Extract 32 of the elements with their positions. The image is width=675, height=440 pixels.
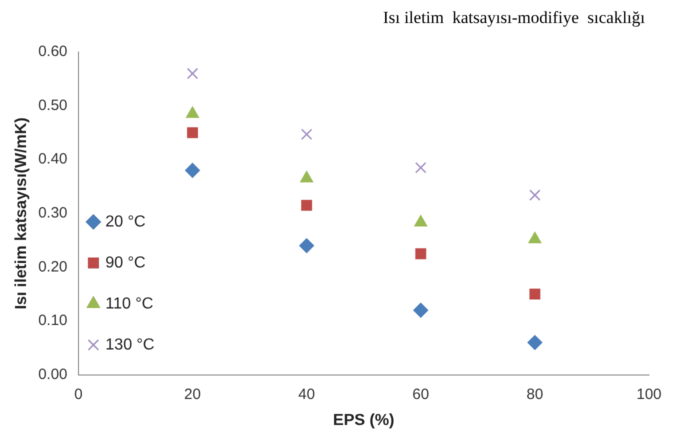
point: [415, 162, 426, 174]
x-axis-title: EPS (%): [333, 412, 394, 429]
x-tick-label: 0: [74, 386, 83, 403]
y-axis-title: Isı iletim katsayısı(W/mK): [13, 117, 30, 310]
x-tick-label: 40: [298, 386, 315, 403]
point: [527, 335, 542, 350]
y-tick-label: 0.30: [38, 204, 68, 222]
legend-label: 90 °C: [105, 254, 146, 272]
y-tick-label: 0.50: [38, 96, 68, 114]
y-tick-label: 0.00: [38, 366, 68, 383]
x-tick-label: 100: [636, 386, 662, 403]
legend-label: 20 °C: [105, 213, 146, 230]
legend-label: 130 °C: [105, 336, 154, 354]
point: [300, 128, 312, 140]
x-tick-label: 60: [412, 386, 430, 403]
chart-title: Isı iletim katsayısı-modifiye sıcaklığı: [382, 8, 646, 28]
point: [529, 189, 541, 201]
x-tick-label: 20: [184, 386, 201, 403]
point: [299, 238, 314, 254]
y-tick-label: 0.10: [38, 312, 68, 330]
point: [529, 288, 540, 300]
point: [413, 302, 428, 318]
legend-label: 110 °C: [105, 295, 154, 312]
y-tick-label: 0.40: [38, 150, 68, 168]
x-tick-label: 80: [526, 386, 544, 403]
y-tick-label: 0.20: [38, 258, 68, 276]
y-tick-label: 0.60: [38, 43, 68, 60]
point: [415, 248, 426, 260]
point: [187, 127, 198, 138]
point: [301, 200, 312, 211]
point: [185, 162, 200, 178]
point: [186, 68, 198, 80]
